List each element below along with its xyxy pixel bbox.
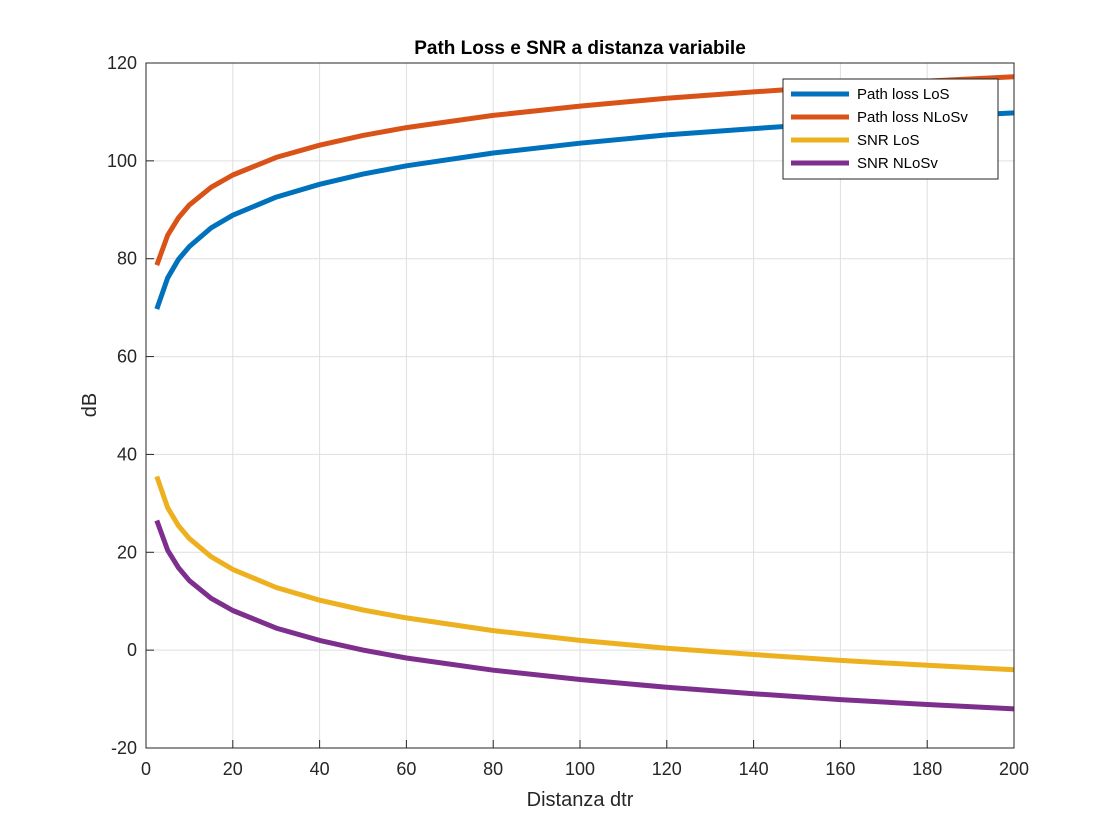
y-tick-label: 80	[117, 249, 137, 269]
x-tick-label: 40	[310, 759, 330, 779]
x-tick-label: 180	[912, 759, 942, 779]
chart-title: Path Loss e SNR a distanza variabile	[414, 38, 746, 59]
series-line-4	[154, 519, 1015, 712]
y-tick-label: 20	[117, 542, 137, 562]
axis-ticks: 0 20 40 60 80 100 120 140 160 180 200-200204060801…	[107, 53, 1029, 779]
y-tick-label: 100	[107, 151, 137, 171]
y-tick-label: 120	[107, 53, 137, 73]
x-tick-label: 80	[483, 759, 503, 779]
y-tick-label: -20	[111, 738, 137, 758]
x-tick-label: 120	[652, 759, 682, 779]
legend-entry-label: Path loss LoS	[857, 86, 950, 103]
x-tick-label: 160	[825, 759, 855, 779]
x-tick-label: 0	[141, 759, 151, 779]
x-tick-label: 60	[396, 759, 416, 779]
y-tick-label: 40	[117, 444, 137, 464]
y-tick-label: 60	[117, 347, 137, 367]
y-tick-label: 0	[127, 640, 137, 660]
x-tick-label: 200	[999, 759, 1029, 779]
x-tick-label: 20	[223, 759, 243, 779]
legend-entry-label: Path loss NLoSv	[857, 109, 968, 126]
y-axis-label: dB	[79, 393, 101, 417]
legend: Path loss LoS Path loss NLoSv SNR LoS SNR N…	[782, 78, 999, 180]
x-axis-label: Distanza dtr	[527, 789, 634, 811]
legend-entry-label: SNR NLoSv	[857, 155, 938, 172]
x-tick-label: 100	[565, 759, 595, 779]
legend-entry-label: SNR LoS	[857, 132, 920, 149]
x-tick-label: 140	[739, 759, 769, 779]
series-line-3	[154, 475, 1015, 673]
